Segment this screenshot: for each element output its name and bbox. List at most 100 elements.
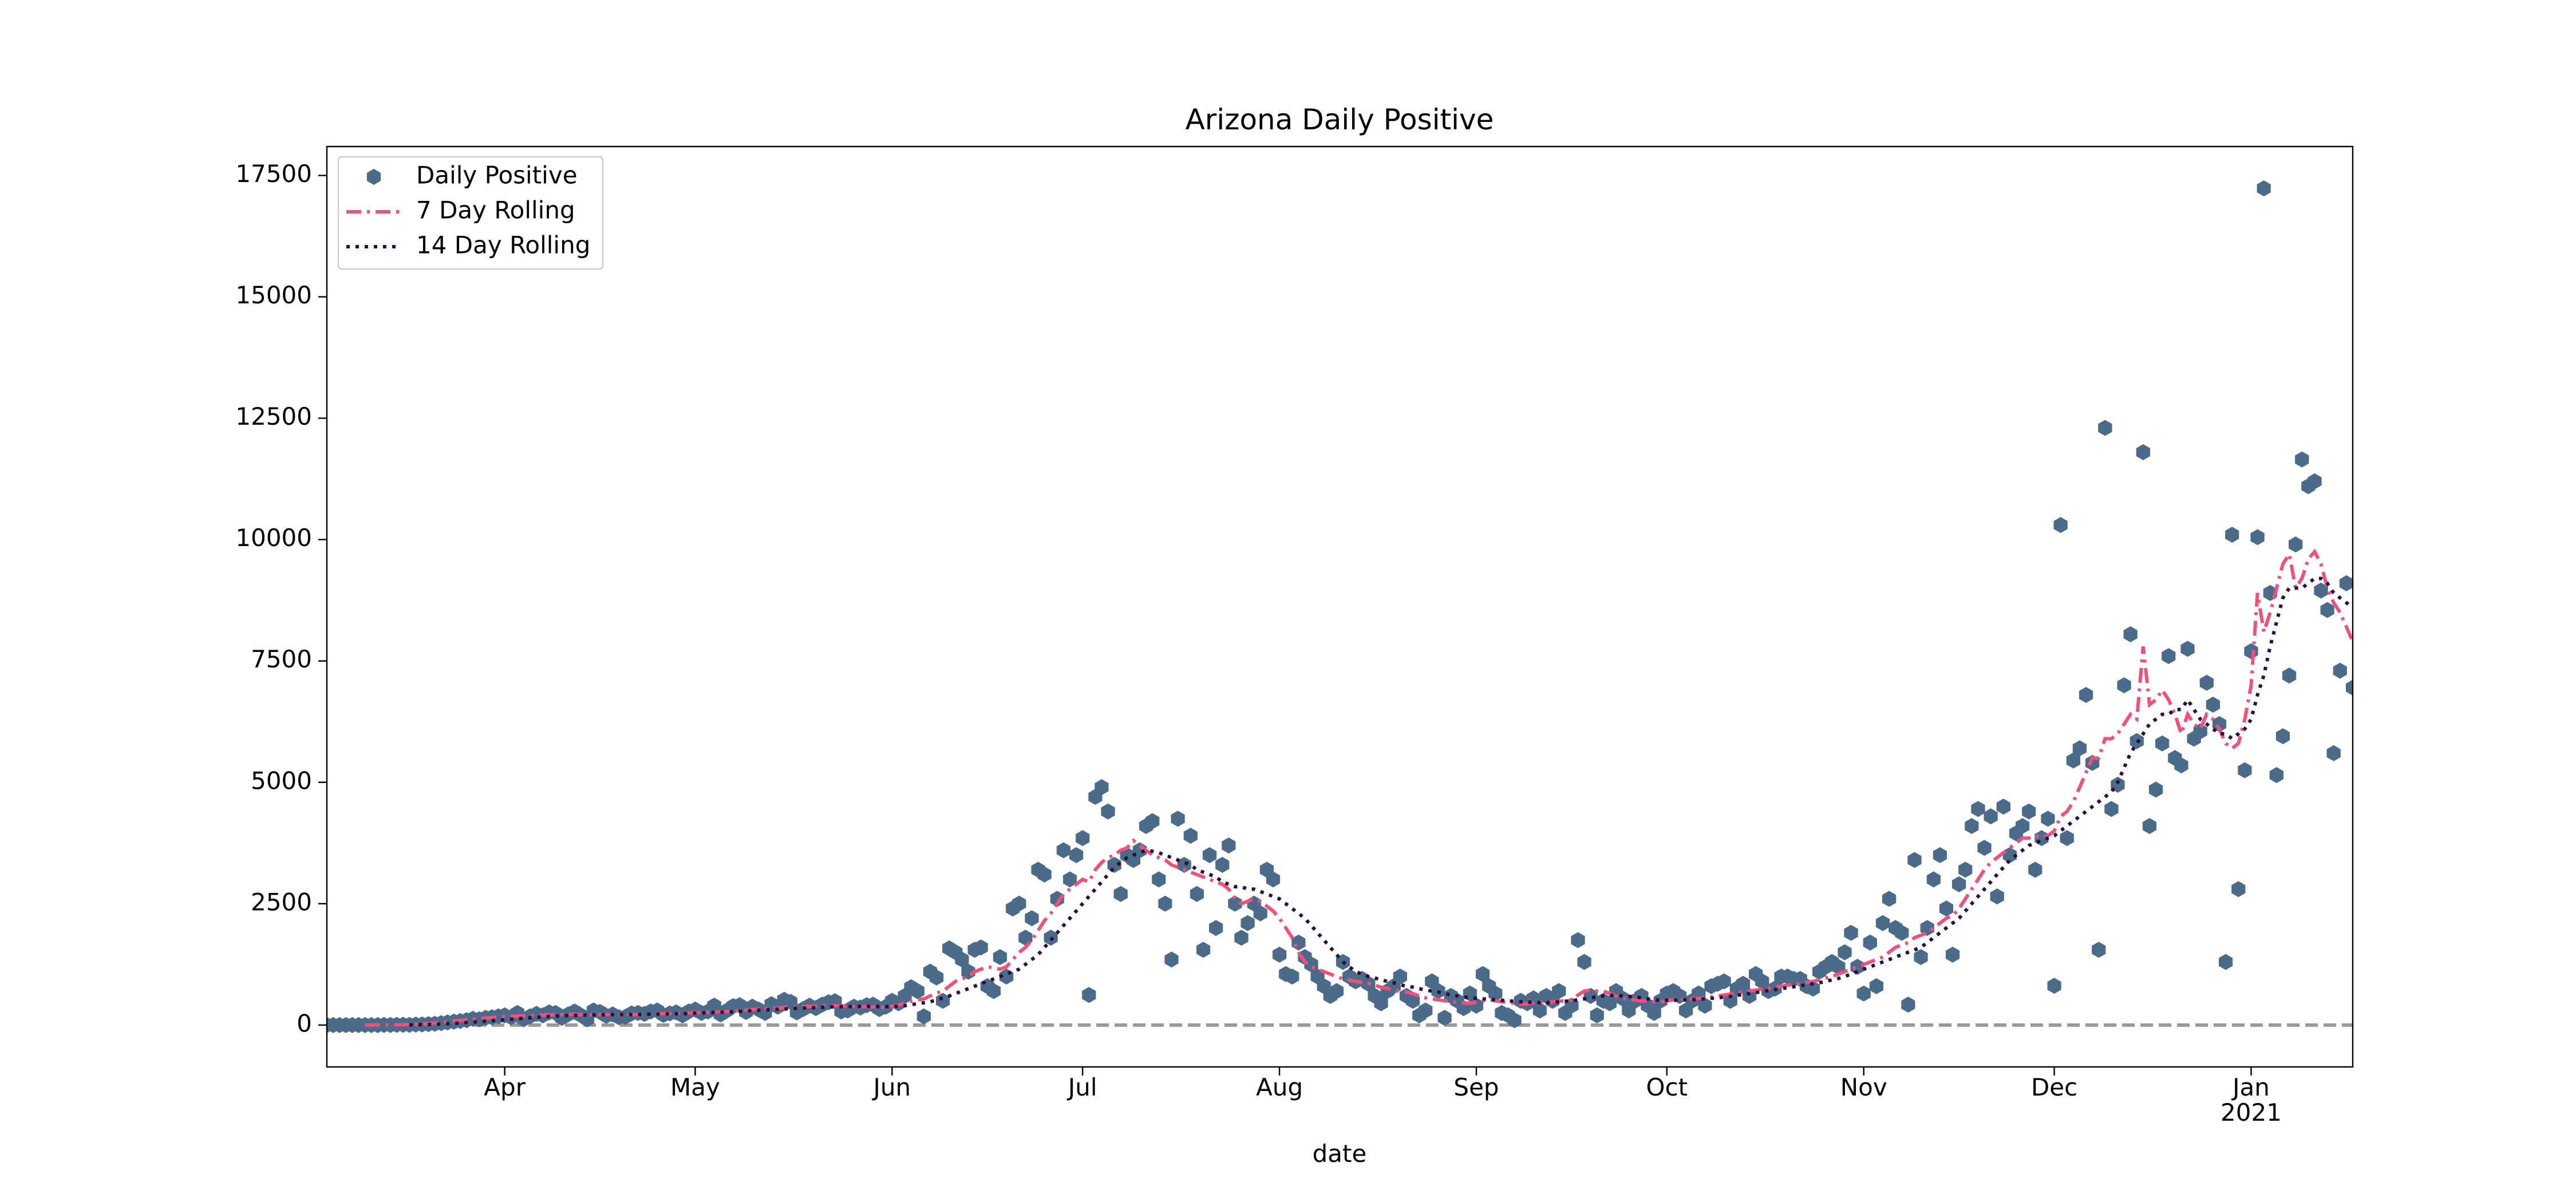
data-point — [2320, 602, 2334, 618]
data-point — [1285, 968, 1299, 985]
data-point — [2206, 697, 2221, 713]
data-point — [1171, 810, 1185, 827]
x-tick-label: Jul — [1066, 1073, 1097, 1101]
data-point — [1507, 1012, 1522, 1029]
data-point — [2326, 745, 2341, 761]
data-point — [2199, 674, 2214, 691]
data-point — [1882, 891, 1897, 907]
data-point — [2231, 881, 2246, 897]
data-point — [1062, 871, 1077, 888]
data-point — [2155, 735, 2170, 752]
data-point — [1037, 866, 1052, 883]
data-point — [1856, 985, 1871, 1002]
data-point — [1374, 995, 1388, 1011]
data-point — [1304, 956, 1318, 972]
data-point — [974, 939, 988, 956]
y-tick-label: 2500 — [251, 888, 312, 916]
data-point — [2339, 575, 2353, 591]
data-point — [1831, 959, 1846, 975]
data-point — [1202, 847, 1217, 863]
data-point — [1901, 997, 1915, 1013]
data-point — [1152, 871, 1166, 888]
data-point — [1971, 801, 1985, 817]
data-point — [1958, 861, 1973, 878]
data-point — [1805, 980, 1820, 997]
x-tick-label: Jun — [872, 1073, 911, 1101]
data-point — [1209, 920, 1223, 936]
data-point — [1838, 944, 1852, 960]
data-point — [1101, 803, 1115, 820]
data-point — [2053, 517, 2068, 533]
data-point — [1273, 946, 1287, 963]
data-point — [1698, 998, 1712, 1014]
data-point — [1437, 1010, 1452, 1026]
data-point — [993, 949, 1008, 966]
data-point — [1196, 942, 1211, 958]
rolling-line — [409, 576, 2353, 1027]
data-point — [2117, 677, 2131, 694]
data-point — [1113, 885, 1128, 902]
data-point — [1476, 966, 1490, 982]
data-point — [2072, 740, 2087, 757]
data-point — [2238, 762, 2252, 778]
data-point — [986, 983, 1001, 999]
x-tick-label: Sep — [1453, 1073, 1499, 1101]
data-point — [2123, 626, 2138, 643]
data-point — [1914, 949, 1928, 966]
data-point — [1990, 888, 2004, 905]
data-point — [1050, 891, 1064, 907]
y-tick-label: 15000 — [235, 281, 312, 309]
data-point — [1717, 973, 1731, 990]
x-tick-sublabel: 2021 — [2221, 1098, 2282, 1126]
data-point — [1056, 842, 1070, 859]
data-point — [2282, 667, 2297, 684]
data-point — [1329, 983, 1344, 999]
data-point — [910, 983, 924, 999]
data-point — [916, 1008, 931, 1025]
data-point — [1177, 857, 1191, 873]
plot-area — [327, 180, 2353, 1033]
data-point — [1723, 993, 1737, 1009]
data-point — [2104, 801, 2119, 817]
data-point — [2174, 757, 2188, 774]
data-point — [2333, 662, 2347, 679]
data-point — [2275, 728, 2290, 745]
data-point — [1965, 818, 1979, 835]
data-point — [2269, 767, 2283, 784]
data-point — [2022, 803, 2036, 820]
data-point — [2098, 420, 2112, 436]
data-point — [1920, 920, 1934, 936]
x-axis-label: date — [1313, 1140, 1367, 1168]
data-point — [1577, 954, 1591, 970]
y-tick-label: 5000 — [251, 766, 312, 794]
y-tick-label: 17500 — [235, 160, 312, 188]
data-point — [2142, 818, 2157, 835]
data-point — [1863, 934, 1877, 951]
data-point — [1240, 915, 1255, 931]
data-point — [1406, 993, 1420, 1009]
data-point — [1253, 905, 1267, 922]
data-point — [1875, 915, 1890, 931]
data-point — [1234, 930, 1249, 946]
data-point — [1183, 828, 1198, 844]
data-point — [2345, 679, 2353, 696]
data-point — [2016, 818, 2030, 835]
data-point — [1926, 871, 1941, 888]
data-point — [955, 951, 969, 968]
y-tick-label: 7500 — [251, 645, 312, 673]
data-point — [1069, 847, 1084, 863]
data-point — [1602, 995, 1617, 1011]
data-point — [1222, 837, 1236, 854]
data-point — [2212, 716, 2227, 732]
data-point — [2308, 473, 2322, 489]
data-point — [2180, 640, 2195, 657]
data-point — [2314, 582, 2328, 599]
data-point — [1984, 808, 1998, 825]
data-point — [1145, 813, 1160, 829]
data-point — [1215, 857, 1230, 873]
x-tick-label: Nov — [1840, 1073, 1887, 1101]
data-point — [2092, 942, 2106, 958]
data-point — [2193, 723, 2207, 740]
data-point — [1158, 895, 1172, 912]
